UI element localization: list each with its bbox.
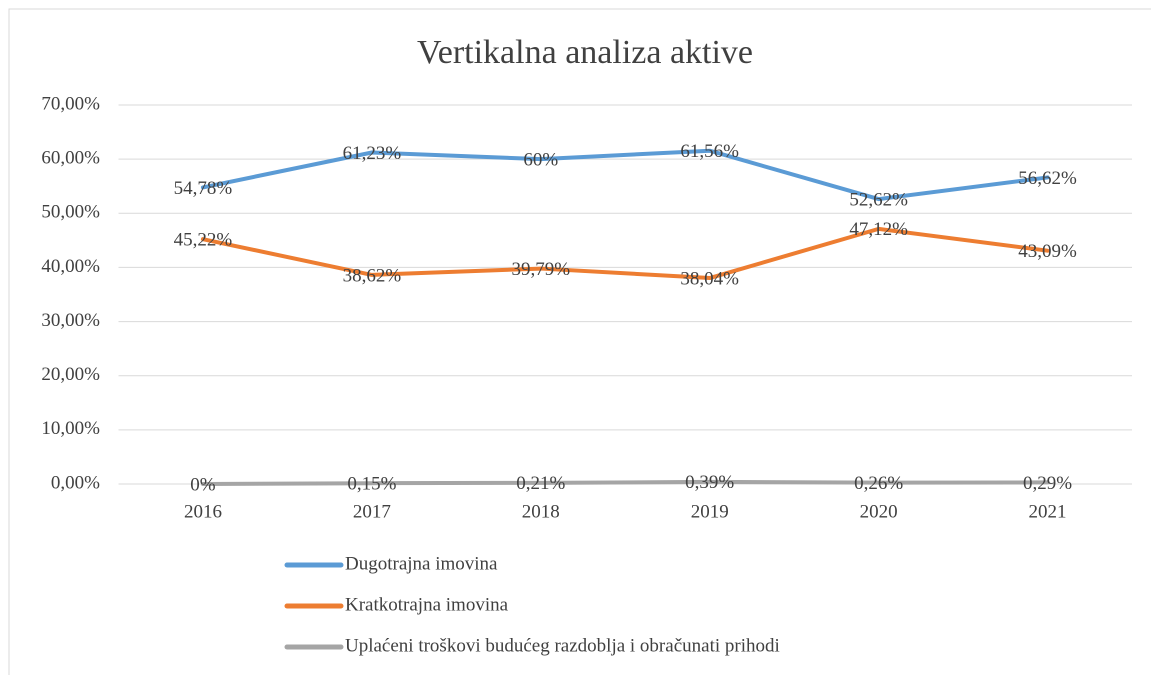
data-label: 38,62% — [343, 265, 402, 286]
data-label: 45,22% — [174, 230, 233, 251]
legend-label: Kratkotrajna imovina — [345, 594, 509, 615]
x-tick-label: 2018 — [522, 501, 560, 522]
data-label: 0% — [190, 474, 216, 495]
x-tick-label: 2021 — [1029, 501, 1067, 522]
legend-label: Dugotrajna imovina — [345, 553, 498, 574]
data-label: 61,23% — [343, 143, 402, 164]
data-label: 61,56% — [680, 141, 739, 162]
data-label: 0,39% — [685, 472, 734, 493]
data-label: 47,12% — [849, 219, 908, 240]
data-label: 0,29% — [1023, 473, 1072, 494]
data-label: 0,26% — [854, 473, 903, 494]
y-tick-label: 30,00% — [41, 310, 100, 331]
series-line — [200, 226, 1050, 281]
y-tick-label: 20,00% — [41, 364, 100, 385]
y-tick-label: 0,00% — [51, 472, 100, 493]
legend-label: Uplaćeni troškovi budućeg razdoblja i ob… — [345, 635, 780, 656]
data-label: 56,62% — [1018, 168, 1077, 189]
x-tick-label: 2019 — [691, 501, 729, 522]
y-tick-label: 10,00% — [41, 418, 100, 439]
data-label: 43,09% — [1018, 241, 1077, 262]
chart-title: Vertikalna analiza aktive — [417, 34, 753, 71]
y-tick-label: 60,00% — [41, 148, 100, 169]
data-label: 39,79% — [512, 259, 571, 280]
x-tick-label: 2020 — [860, 501, 898, 522]
data-label: 52,62% — [849, 189, 908, 210]
series-line — [200, 148, 1050, 202]
series-line — [200, 479, 1050, 486]
x-tick-label: 2017 — [353, 501, 391, 522]
chart-border — [8, 8, 1151, 675]
data-label: 0,15% — [347, 474, 396, 495]
y-tick-label: 70,00% — [41, 93, 100, 114]
data-label: 38,04% — [680, 268, 739, 289]
x-tick-label: 2016 — [184, 501, 222, 522]
y-tick-label: 40,00% — [41, 256, 100, 277]
data-label: 54,78% — [174, 178, 233, 199]
data-label: 60% — [523, 150, 558, 171]
y-tick-label: 50,00% — [41, 202, 100, 223]
data-label: 0,21% — [516, 473, 565, 494]
